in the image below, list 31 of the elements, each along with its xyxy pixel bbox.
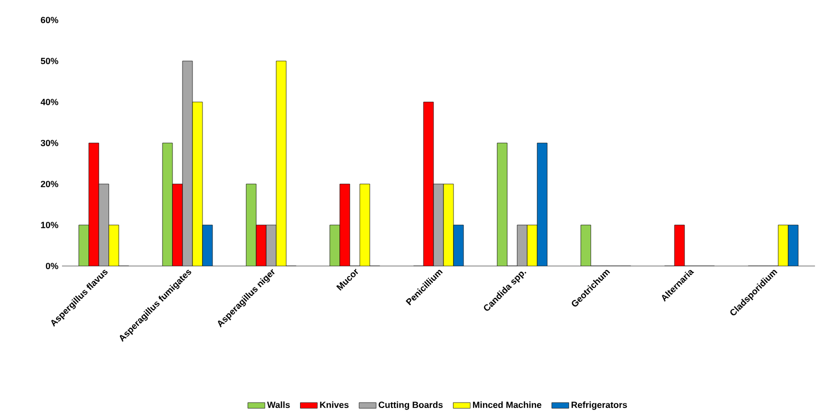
bar: [517, 225, 528, 266]
bar: [778, 224, 788, 266]
y-tick-label: 30%: [40, 140, 58, 146]
legend-label: Minced Machine: [473, 401, 542, 408]
legend-label: Walls: [267, 401, 290, 408]
bar: [527, 225, 538, 266]
legend-label: Knives: [320, 401, 349, 408]
bar: [537, 143, 548, 266]
y-tick-label: 10%: [41, 222, 58, 228]
legend-label: Cutting Boards: [378, 401, 443, 410]
bar: [330, 225, 340, 266]
bar: [266, 225, 276, 266]
bar: [98, 184, 109, 266]
bar: [788, 224, 798, 266]
bar: [340, 184, 350, 266]
y-tick-label: 50%: [40, 58, 58, 64]
bar: [182, 61, 192, 266]
y-tick-label: 40%: [40, 98, 58, 106]
bar: [256, 225, 266, 266]
bar: [88, 143, 99, 266]
legend-label: Refrigerators: [572, 401, 627, 410]
y-tick-label: 0%: [46, 262, 58, 270]
y-tick-label: 60%: [40, 16, 58, 24]
bar: [360, 184, 370, 266]
bar: [497, 143, 508, 266]
bar: [246, 184, 256, 266]
bar: [276, 61, 286, 266]
bar: [108, 225, 119, 266]
bar: [580, 225, 591, 266]
y-tick-label: 20%: [40, 180, 58, 188]
bar: [78, 225, 89, 266]
